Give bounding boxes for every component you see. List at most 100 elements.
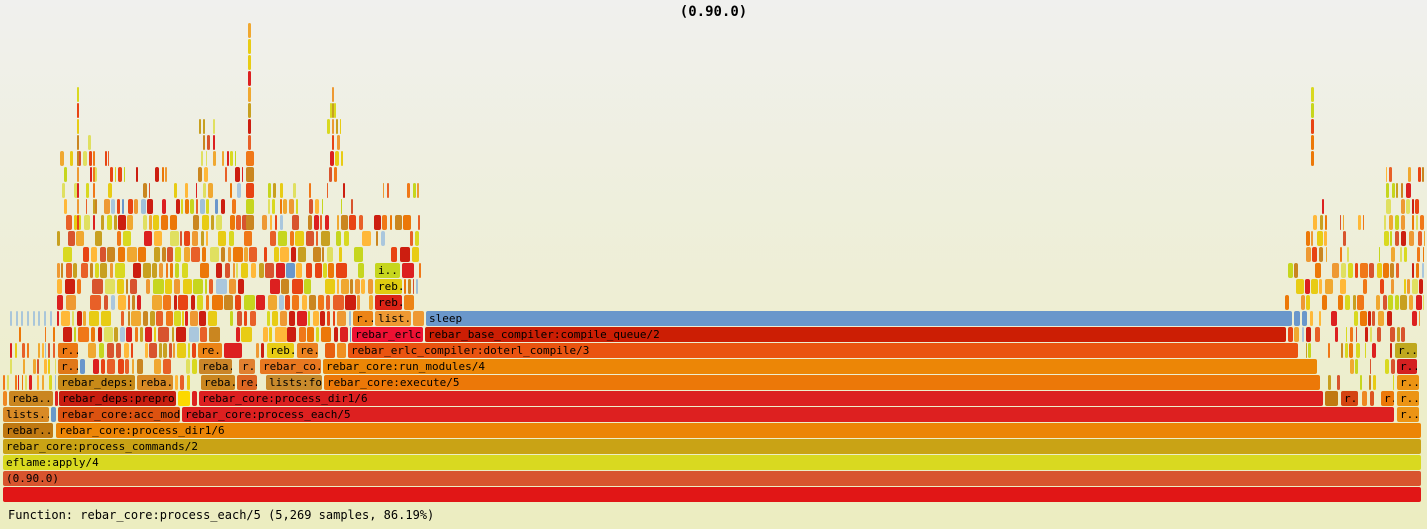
flame-frame[interactable] — [350, 327, 351, 342]
flame-frame[interactable] — [126, 327, 132, 342]
flame-frame[interactable] — [155, 167, 159, 182]
flame-frame[interactable] — [207, 135, 210, 150]
flame-frame[interactable] — [200, 263, 209, 278]
flame-frame[interactable] — [229, 231, 234, 246]
flame-frame[interactable] — [316, 327, 319, 342]
flame-frame[interactable] — [182, 311, 184, 326]
flame-frame[interactable] — [78, 215, 81, 230]
flame-frame[interactable]: reba.. — [9, 391, 53, 406]
flame-frame[interactable] — [137, 359, 143, 374]
flame-frame[interactable] — [114, 215, 117, 230]
flame-frame[interactable] — [309, 183, 311, 198]
flame-frame[interactable] — [1420, 215, 1424, 230]
flame-frame[interactable] — [293, 183, 296, 198]
flame-frame[interactable] — [137, 295, 141, 310]
flame-frame[interactable] — [118, 247, 125, 262]
flame-frame[interactable] — [111, 295, 115, 310]
flame-frame[interactable] — [1324, 231, 1327, 246]
flame-frame[interactable] — [261, 343, 264, 358]
flame-frame[interactable] — [327, 119, 330, 134]
flame-frame[interactable] — [95, 263, 99, 278]
flame-frame[interactable] — [1325, 279, 1333, 294]
flame-frame[interactable] — [1345, 295, 1350, 310]
flame-frame[interactable] — [1379, 247, 1380, 262]
flame-frame[interactable] — [244, 311, 247, 326]
flame-frame[interactable] — [216, 263, 222, 278]
flame-frame[interactable] — [225, 167, 227, 182]
flame-frame[interactable] — [77, 167, 79, 182]
flame-frame[interactable] — [1349, 343, 1353, 358]
flame-frame[interactable] — [126, 279, 128, 294]
flame-frame[interactable] — [1418, 167, 1421, 182]
flame-frame[interactable] — [162, 167, 164, 182]
flame-frame[interactable] — [329, 167, 332, 182]
flame-frame[interactable] — [1360, 311, 1367, 326]
flame-frame[interactable] — [417, 183, 419, 198]
flame-frame[interactable] — [118, 359, 124, 374]
flame-frame[interactable] — [73, 263, 77, 278]
flame-frame[interactable] — [1358, 215, 1361, 230]
flame-frame[interactable] — [169, 343, 172, 358]
flame-frame[interactable] — [42, 375, 44, 390]
flame-frame[interactable] — [128, 295, 130, 310]
flame-frame[interactable] — [236, 327, 240, 342]
flame-frame[interactable] — [337, 135, 340, 150]
flame-frame[interactable] — [354, 247, 363, 262]
flame-frame[interactable] — [1296, 279, 1304, 294]
flame-frame[interactable] — [180, 375, 184, 390]
flame-frame[interactable] — [174, 295, 177, 310]
flame-frame[interactable] — [1418, 231, 1422, 246]
flame-frame[interactable] — [290, 231, 294, 246]
flame-frame[interactable] — [1397, 327, 1400, 342]
flame-frame[interactable] — [57, 311, 59, 326]
flame-frame[interactable] — [275, 327, 287, 342]
flame-frame[interactable] — [413, 279, 414, 294]
flame-frame[interactable] — [383, 183, 384, 198]
flame-frame[interactable] — [413, 183, 416, 198]
flame-frame[interactable] — [1345, 343, 1348, 358]
flame-frame[interactable] — [184, 231, 190, 246]
flame-frame[interactable] — [1416, 295, 1422, 310]
flame-frame[interactable] — [246, 215, 254, 230]
flame-frame[interactable] — [1337, 375, 1340, 390]
flame-frame[interactable] — [1384, 231, 1389, 246]
flame-frame[interactable] — [128, 311, 130, 326]
flame-frame[interactable] — [185, 199, 189, 214]
flame-frame[interactable] — [333, 311, 335, 326]
flame-frame[interactable] — [78, 327, 89, 342]
flame-frame[interactable] — [1328, 343, 1330, 358]
flame-frame[interactable] — [64, 199, 67, 214]
flame-frame[interactable] — [95, 231, 102, 246]
flame-frame[interactable] — [1311, 231, 1313, 246]
flame-frame[interactable]: r.. — [1397, 407, 1419, 422]
flame-frame[interactable] — [246, 183, 254, 198]
flame-frame[interactable] — [44, 359, 47, 374]
flame-frame[interactable] — [221, 199, 225, 214]
flame-frame[interactable] — [267, 311, 270, 326]
flame-frame[interactable] — [1376, 295, 1380, 310]
flame-frame[interactable] — [215, 199, 218, 214]
flame-frame[interactable] — [1391, 247, 1395, 262]
flame-frame[interactable] — [93, 199, 95, 214]
flame-frame[interactable] — [1350, 359, 1354, 374]
flame-frame[interactable] — [81, 263, 88, 278]
flame-frame[interactable] — [221, 247, 225, 262]
flame-frame[interactable] — [38, 311, 40, 326]
flame-frame[interactable] — [76, 231, 84, 246]
flame-frame[interactable] — [235, 295, 241, 310]
flame-frame[interactable] — [292, 215, 299, 230]
flame-frame[interactable]: rebar_co.. — [260, 359, 321, 374]
flame-frame[interactable] — [49, 375, 52, 390]
flame-frame[interactable] — [315, 199, 319, 214]
flame-frame[interactable] — [1370, 391, 1374, 406]
flame-frame[interactable] — [374, 215, 381, 230]
flame-frame[interactable] — [275, 215, 277, 230]
flame-frame[interactable] — [332, 135, 334, 150]
flame-frame[interactable] — [144, 231, 152, 246]
flame-frame[interactable]: rebar_core:run_modules/4 — [323, 359, 1317, 374]
flame-frame[interactable] — [286, 263, 295, 278]
flame-frame[interactable] — [387, 183, 389, 198]
flame-frame[interactable] — [189, 327, 199, 342]
flame-frame[interactable] — [327, 183, 328, 198]
flame-frame[interactable] — [1320, 215, 1323, 230]
